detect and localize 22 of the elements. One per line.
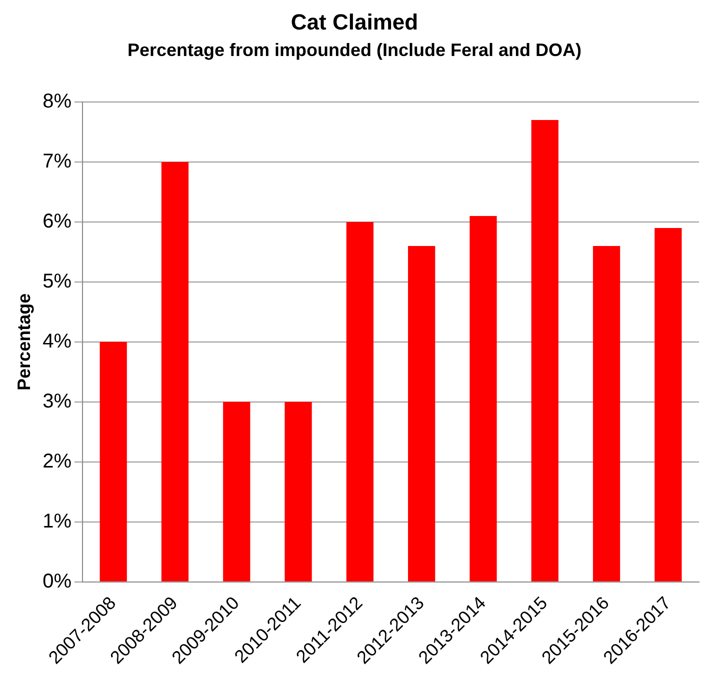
bar <box>223 402 250 582</box>
bar <box>161 162 189 582</box>
bar <box>284 402 312 582</box>
bar <box>654 228 682 582</box>
y-tick-label: 3% <box>42 390 72 412</box>
y-tick-label: 0% <box>42 570 72 592</box>
bar <box>346 222 374 582</box>
chart-subtitle: Percentage from impounded (Include Feral and DOA) <box>127 40 582 60</box>
y-tick-label: 5% <box>42 270 72 292</box>
y-tick-label: 7% <box>42 150 72 172</box>
bar <box>531 120 558 582</box>
y-axis-title: Percentage <box>14 293 34 390</box>
bar <box>100 342 127 582</box>
bar <box>470 216 497 582</box>
y-tick-label: 2% <box>42 450 72 472</box>
chart-title: Cat Claimed <box>290 9 418 34</box>
y-tick-label: 4% <box>42 330 72 352</box>
bar <box>592 246 620 582</box>
y-tick-label: 8% <box>42 90 72 113</box>
bar <box>408 246 436 582</box>
y-tick-label: 6% <box>42 210 72 232</box>
y-tick-label: 1% <box>42 510 72 532</box>
